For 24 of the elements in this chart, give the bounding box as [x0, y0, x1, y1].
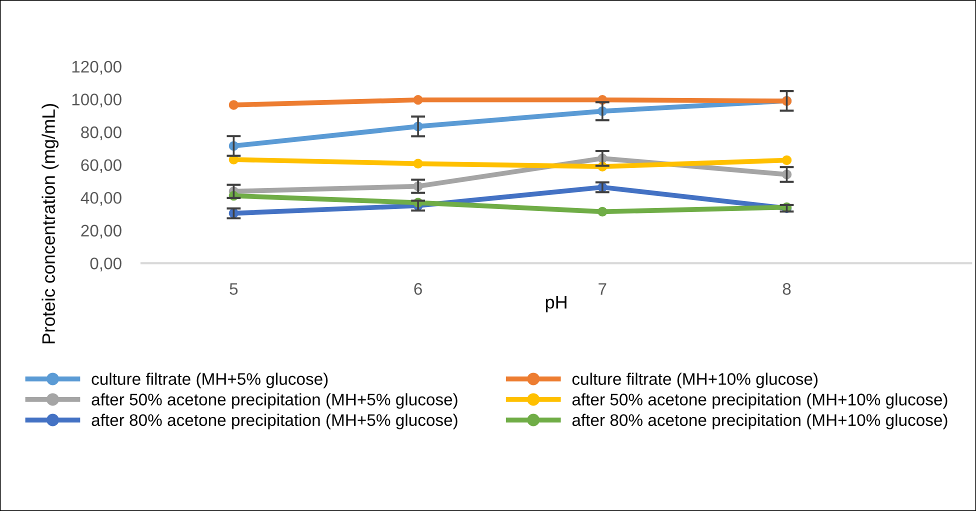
x-tick-label: 5: [230, 283, 238, 295]
y-tick-label: 40,00: [80, 192, 122, 206]
x-axis-title: pH: [546, 296, 566, 312]
y-tick-label: 80,00: [81, 126, 122, 140]
legend-label: culture filtrate (MH+10% glucose): [572, 372, 818, 388]
legend-label: culture filtrate (MH+5% glucose): [92, 372, 328, 388]
x-tick-label: 8: [782, 283, 791, 295]
y-tick-label: 60,00: [81, 159, 122, 173]
y-tick-label: 120,00: [72, 60, 122, 75]
y-tick-label: 0,00: [90, 258, 122, 272]
legend-label: after 80% acetone precipitation (MH+5% glucose): [92, 414, 458, 430]
legend-label: after 50% acetone precipitation (MH+5% glucose): [92, 393, 458, 409]
point: [413, 158, 423, 169]
point: [598, 206, 608, 217]
y-axis-title: Proteic concentration (mg/mL): [42, 104, 59, 344]
legend-label: after 80% acetone precipitation (MH+10% glucose): [572, 414, 948, 430]
point: [782, 155, 792, 166]
x-tick-label: 7: [598, 283, 606, 295]
y-tick-label: 20,00: [81, 224, 122, 239]
legend-label: after 50% acetone precipitation (MH+10% glucose): [572, 393, 948, 409]
point: [413, 95, 423, 105]
y-tick-label: 100,00: [72, 94, 122, 108]
x-tick-label: 6: [414, 283, 422, 295]
point: [228, 100, 239, 110]
